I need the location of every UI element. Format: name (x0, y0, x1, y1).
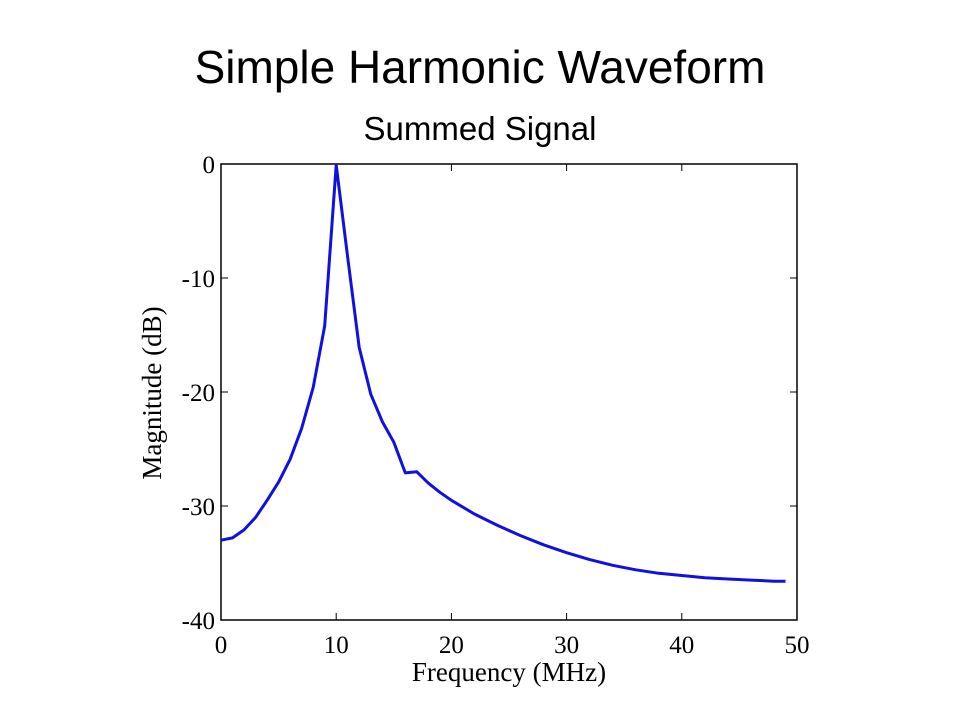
x-tick-label: 10 (324, 632, 349, 659)
y-tick-label: 0 (203, 152, 216, 179)
y-tick-label: -10 (182, 266, 215, 293)
x-tick-label: 0 (215, 632, 228, 659)
x-tick-label: 40 (669, 632, 694, 659)
x-tick-label: 30 (554, 632, 579, 659)
x-axis-label: Frequency (MHz) (412, 657, 606, 687)
y-tick-label: -30 (182, 494, 215, 521)
series-line (220, 163, 786, 583)
x-tick-label: 50 (785, 632, 810, 659)
y-axis-label: Magnitude (dB) (137, 306, 167, 479)
slide-title: Simple Harmonic Waveform (194, 41, 766, 93)
y-tick-label: -40 (182, 608, 215, 635)
x-tick-label: 20 (439, 632, 464, 659)
plot-frame (220, 163, 798, 621)
y-tick-label: -20 (182, 380, 215, 407)
slide-subtitle: Summed Signal (363, 110, 597, 147)
